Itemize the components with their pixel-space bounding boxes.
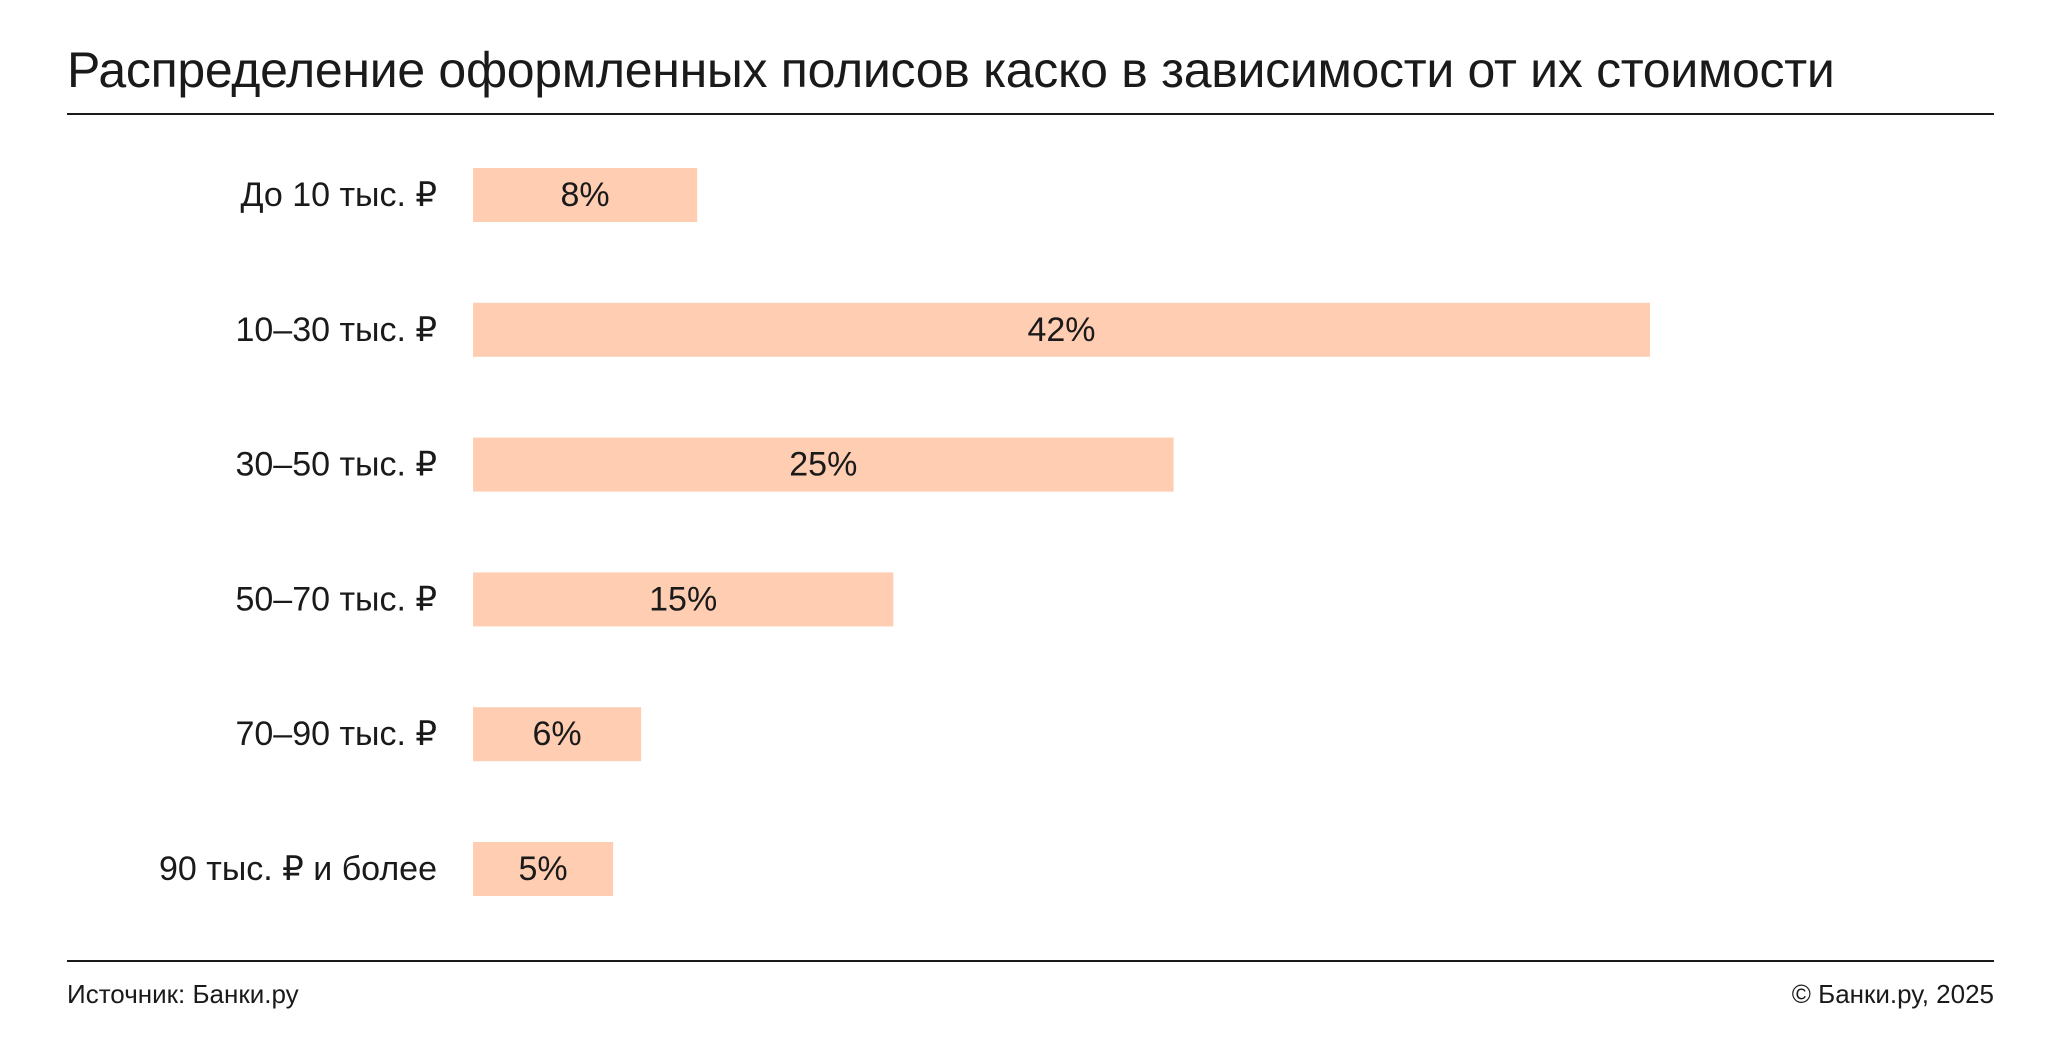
footer-divider [67,960,1994,962]
bar [473,302,1650,357]
bar [473,572,894,627]
bar [473,437,1174,492]
data-label: 6% [533,715,582,753]
category-label: 30–50 тыс. ₽ [235,446,437,484]
bar [473,707,642,762]
source-note: Источник: Банки.ру [67,979,299,1009]
chart-title: Распределение оформленных полисов каско … [67,42,1835,98]
category-label: 50–70 тыс. ₽ [235,580,437,618]
category-label: 10–30 тыс. ₽ [235,311,437,349]
data-label: 5% [518,850,567,888]
category-label: 70–90 тыс. ₽ [235,715,437,753]
bar [473,842,614,896]
bar [473,168,698,222]
data-label: 25% [789,446,857,484]
data-label: 15% [649,580,717,618]
title-divider [67,113,1994,115]
category-label: 90 тыс. ₽ и более [159,850,437,888]
data-label: 42% [1027,311,1095,349]
data-label: 8% [561,176,610,214]
category-label: До 10 тыс. ₽ [240,176,437,214]
copyright-note: © Банки.ру, 2025 [1791,979,1994,1009]
